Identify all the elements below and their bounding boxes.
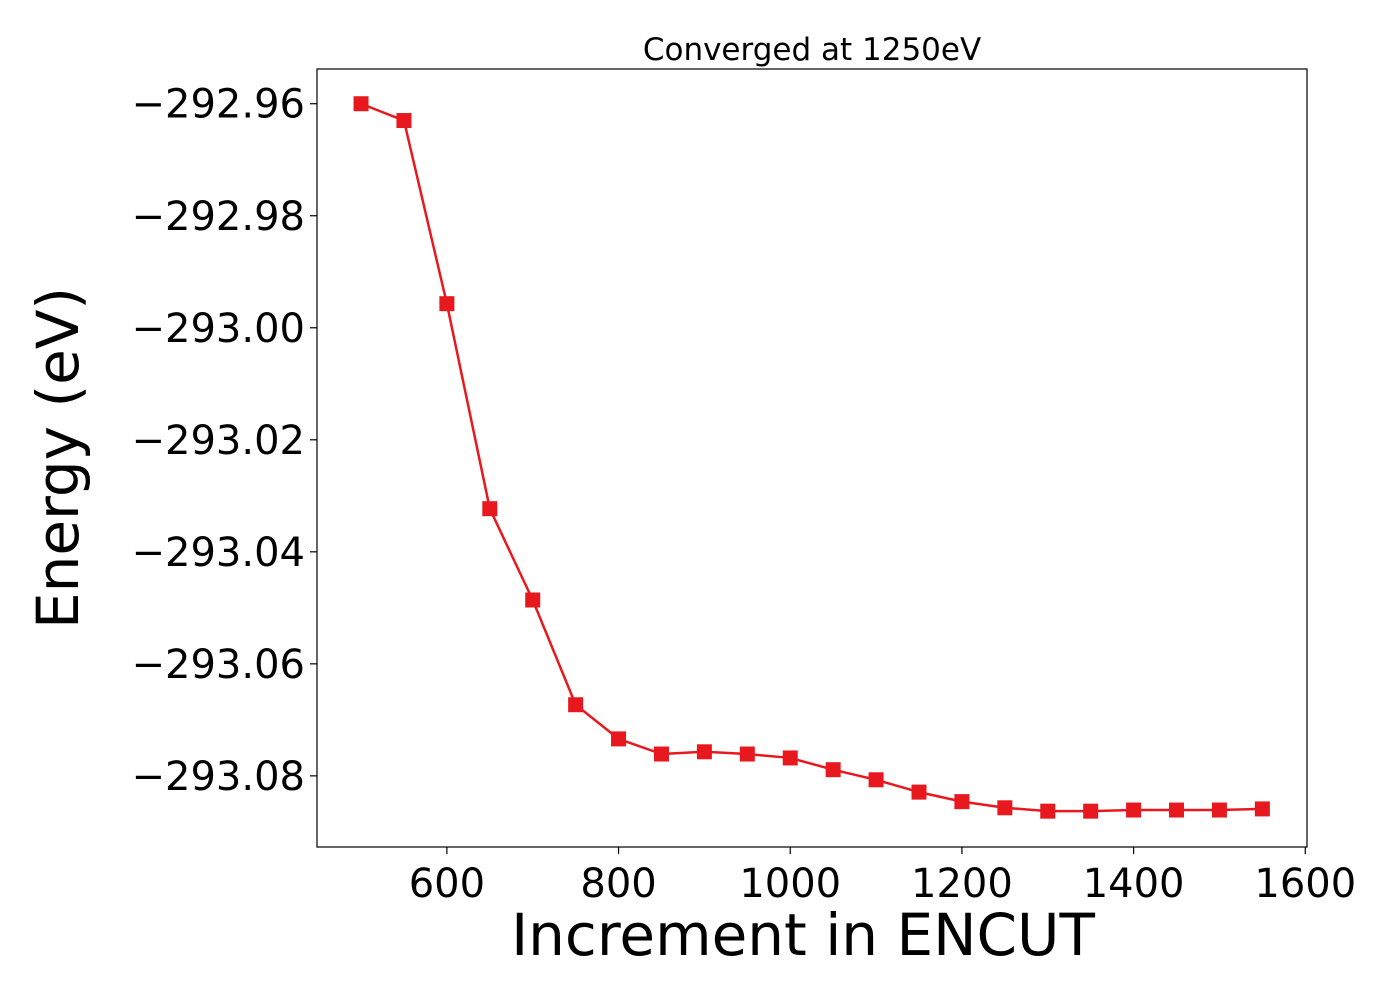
data-point-marker — [1083, 803, 1099, 819]
x-tick-label: 1400 — [1083, 861, 1185, 907]
data-point-marker — [1126, 802, 1142, 818]
data-point-marker — [1040, 803, 1056, 819]
data-point-marker — [954, 794, 970, 810]
data-point-marker — [825, 762, 841, 778]
data-point-marker — [396, 113, 412, 129]
plot-frame — [316, 68, 1308, 848]
data-point-marker — [696, 744, 712, 760]
x-tick-label: 800 — [580, 861, 656, 907]
data-point-marker — [997, 800, 1013, 816]
series-line — [360, 102, 1263, 813]
chart-title: Converged at 1250eV — [643, 32, 981, 68]
data-point-marker — [782, 750, 798, 766]
x-tick-label: 1200 — [911, 861, 1013, 907]
data-point-marker — [739, 746, 755, 762]
x-axis-label: Increment in ENCUT — [511, 901, 1095, 969]
x-tick-label: 1600 — [1254, 861, 1356, 907]
data-point-marker — [1211, 802, 1227, 818]
data-point-marker — [868, 772, 884, 788]
data-point-marker — [568, 697, 584, 713]
y-tick-label: −293.02 — [132, 418, 305, 464]
data-point-marker — [353, 96, 369, 112]
y-axis-label: Energy (eV) — [24, 287, 92, 629]
y-tick-label: −293.00 — [132, 306, 305, 352]
y-tick-label: −292.98 — [132, 194, 305, 240]
data-point-marker — [653, 746, 669, 762]
data-point-marker — [439, 296, 455, 312]
y-tick-label: −292.96 — [132, 82, 305, 128]
y-tick-label: −293.04 — [132, 530, 305, 576]
y-tick-label: −293.06 — [132, 642, 305, 688]
data-point-marker — [611, 731, 627, 747]
x-tick-label: 600 — [409, 861, 485, 907]
y-tick-label: −293.08 — [132, 754, 305, 800]
data-point-marker — [911, 784, 927, 800]
data-point-marker — [482, 501, 498, 517]
data-point-marker — [1169, 802, 1185, 818]
x-tick-label: 1000 — [739, 861, 841, 907]
data-point-marker — [525, 592, 541, 608]
data-point-marker — [1254, 801, 1270, 817]
